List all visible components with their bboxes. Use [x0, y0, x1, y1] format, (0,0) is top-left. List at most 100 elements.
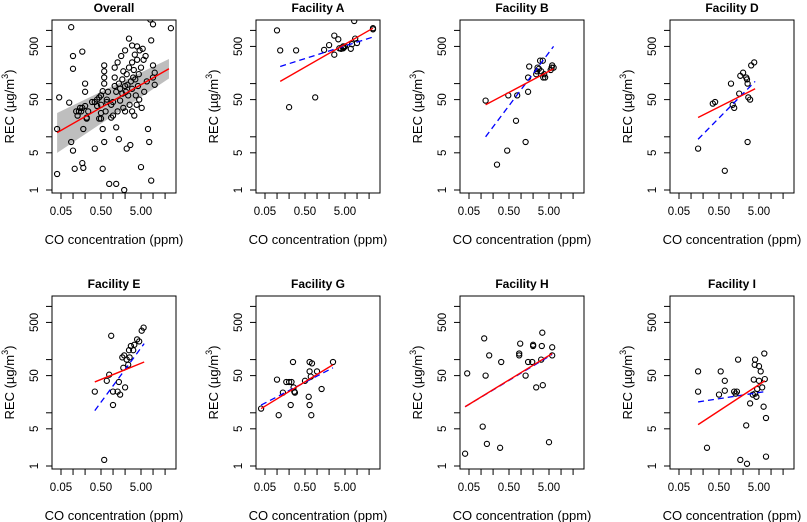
- data-point: [113, 124, 120, 131]
- scatter-points: [461, 329, 556, 457]
- data-point: [292, 47, 300, 54]
- data-point: [524, 88, 532, 95]
- data-point: [733, 388, 741, 395]
- panel-facility-a: Facility A 0.05 0.50 5.00 1 5 50 500 CO concentr…: [204, 1, 387, 247]
- data-point: [482, 372, 489, 379]
- data-point: [93, 102, 101, 110]
- data-point: [529, 358, 536, 366]
- data-point: [81, 102, 89, 110]
- x-axis-label: CO concentration (ppm): [249, 232, 388, 247]
- data-point: [149, 21, 157, 28]
- y-axis-label: REC (µg/m3): [204, 70, 221, 144]
- data-point: [103, 96, 110, 103]
- y-tick-label: 50: [437, 93, 449, 106]
- data-point: [273, 376, 281, 383]
- data-point: [109, 401, 117, 409]
- data-point: [123, 145, 130, 152]
- data-point: [140, 324, 147, 331]
- data-point: [751, 356, 759, 363]
- data-point: [694, 145, 702, 152]
- panel-title: Facility I: [708, 277, 756, 291]
- panel-title: Facility D: [705, 1, 759, 15]
- data-point: [721, 387, 728, 394]
- data-point: [550, 64, 557, 71]
- dashed-fit-line: [697, 390, 765, 403]
- data-point: [545, 439, 553, 446]
- x-axis-label: CO concentration (ppm): [453, 232, 592, 247]
- data-point: [496, 444, 504, 451]
- scatter-points: [482, 57, 557, 168]
- x-tick-label: 0.05: [458, 206, 480, 218]
- data-point: [124, 81, 131, 88]
- data-point: [759, 384, 766, 391]
- data-point: [109, 112, 117, 119]
- y-tick-label: 5: [437, 426, 449, 432]
- data-point: [130, 66, 137, 74]
- data-point: [125, 361, 132, 368]
- data-point: [71, 165, 78, 172]
- data-point: [167, 25, 175, 32]
- dashed-fit-line: [697, 80, 756, 140]
- x-tick-label: 5.00: [748, 206, 770, 218]
- data-point: [739, 69, 747, 76]
- data-point: [514, 92, 521, 99]
- data-point: [81, 80, 89, 87]
- y-tick-label: 5: [29, 426, 41, 432]
- data-point: [694, 368, 702, 375]
- data-point: [308, 412, 315, 419]
- data-point: [762, 414, 770, 422]
- data-point: [149, 62, 157, 69]
- data-point: [142, 52, 149, 60]
- data-point: [285, 378, 293, 386]
- data-point: [66, 99, 73, 106]
- y-tick-label: 5: [647, 426, 659, 432]
- data-point: [516, 352, 523, 359]
- data-point: [118, 52, 125, 60]
- data-point: [74, 112, 81, 119]
- panel-title: Facility A: [292, 1, 345, 15]
- data-point: [729, 101, 736, 108]
- data-point: [116, 391, 124, 398]
- x-tick-label: 5.00: [130, 206, 152, 218]
- data-point: [703, 444, 711, 451]
- data-point: [533, 71, 540, 78]
- data-point: [291, 389, 299, 396]
- data-point: [116, 97, 124, 104]
- plot-frame: [459, 19, 585, 194]
- plot-frame: [459, 295, 585, 470]
- x-tick-label: 0.05: [668, 206, 690, 218]
- data-point: [757, 368, 764, 375]
- data-point: [721, 377, 728, 384]
- data-point: [79, 48, 86, 55]
- data-point: [135, 71, 142, 78]
- data-point: [101, 138, 108, 146]
- y-tick-label: 500: [233, 37, 245, 56]
- data-point: [277, 47, 284, 54]
- data-point: [53, 170, 61, 178]
- data-point: [120, 68, 127, 75]
- data-point: [121, 186, 128, 193]
- data-point: [69, 147, 77, 154]
- data-point: [541, 74, 549, 81]
- data-point: [131, 51, 138, 58]
- data-point: [538, 342, 545, 350]
- data-point: [114, 59, 121, 66]
- data-point: [85, 108, 92, 115]
- data-point: [132, 76, 139, 83]
- regression-line: [464, 352, 553, 408]
- scatter-points: [694, 350, 770, 467]
- plot-frame: [51, 295, 177, 470]
- data-point: [273, 27, 281, 34]
- data-point: [137, 64, 145, 71]
- data-point: [533, 384, 540, 391]
- y-axis-label: REC (µg/m3): [618, 70, 635, 144]
- data-point: [325, 41, 333, 49]
- data-point: [717, 368, 724, 375]
- scatter-points: [273, 20, 377, 111]
- x-tick-label: 5.00: [334, 482, 356, 494]
- data-point: [744, 80, 751, 87]
- data-point: [147, 20, 154, 23]
- data-point: [144, 125, 152, 133]
- x-axis-label: CO concentration (ppm): [453, 508, 592, 522]
- data-point: [69, 65, 77, 72]
